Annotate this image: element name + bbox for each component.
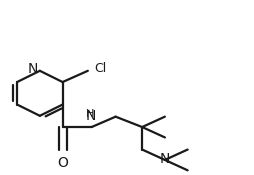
Text: N: N bbox=[160, 152, 170, 166]
Text: H: H bbox=[86, 109, 94, 119]
Text: O: O bbox=[57, 156, 68, 170]
Text: N: N bbox=[28, 62, 38, 76]
Text: N: N bbox=[85, 109, 96, 123]
Text: Cl: Cl bbox=[94, 62, 106, 75]
